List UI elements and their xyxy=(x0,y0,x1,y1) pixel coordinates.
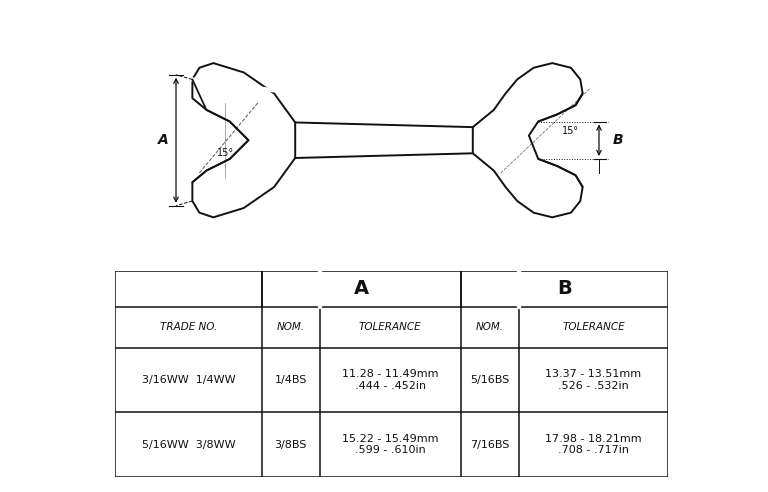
Text: NOM.: NOM. xyxy=(475,322,504,333)
Text: 5/16BS: 5/16BS xyxy=(470,375,509,385)
Text: 15°: 15° xyxy=(562,126,580,136)
Text: TOLERANCE: TOLERANCE xyxy=(562,322,625,333)
Text: A: A xyxy=(354,279,369,298)
Text: 1/4BS: 1/4BS xyxy=(275,375,307,385)
Text: A: A xyxy=(158,133,169,147)
Text: 17.98 - 18.21mm
.708 - .717in: 17.98 - 18.21mm .708 - .717in xyxy=(545,434,642,456)
Text: B: B xyxy=(612,133,623,147)
Text: NOM.: NOM. xyxy=(276,322,305,333)
Text: B: B xyxy=(557,279,572,298)
Text: 11.28 - 11.49mm
.444 - .452in: 11.28 - 11.49mm .444 - .452in xyxy=(342,369,439,391)
Text: TRADE NO.: TRADE NO. xyxy=(160,322,217,333)
Text: TOLERANCE: TOLERANCE xyxy=(359,322,422,333)
Text: 7/16BS: 7/16BS xyxy=(470,440,509,450)
Text: 3/16WW  1/4WW: 3/16WW 1/4WW xyxy=(141,375,235,385)
Text: 3/8BS: 3/8BS xyxy=(275,440,307,450)
Text: 5/16WW  3/8WW: 5/16WW 3/8WW xyxy=(141,440,235,450)
Text: 15.22 - 15.49mm
.599 - .610in: 15.22 - 15.49mm .599 - .610in xyxy=(342,434,439,456)
Text: 15°: 15° xyxy=(217,148,233,158)
Text: 13.37 - 13.51mm
.526 - .532in: 13.37 - 13.51mm .526 - .532in xyxy=(545,369,641,391)
